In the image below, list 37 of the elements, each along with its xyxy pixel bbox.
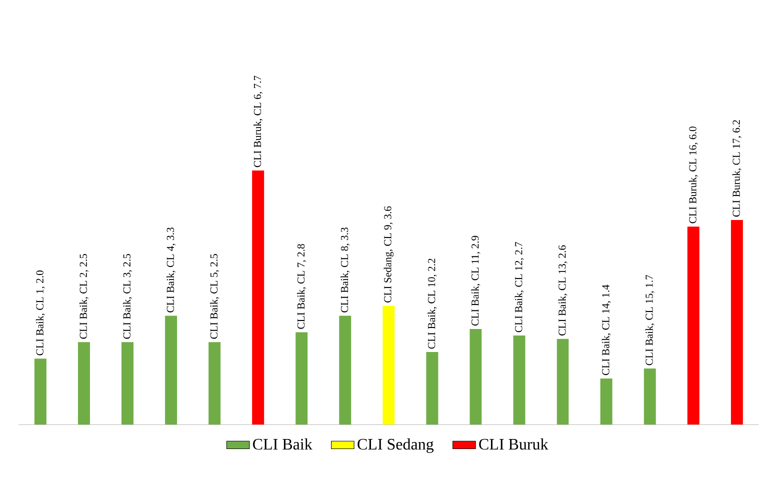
data-label: CLI Baik, CL 14, 1.4 xyxy=(602,284,611,376)
bar xyxy=(730,220,743,425)
bar xyxy=(644,368,656,425)
bar xyxy=(208,342,221,425)
data-label: CLI Baik, CL 12, 2.7 xyxy=(514,242,524,332)
data-label: CLI Buruk, CL 16, 6.0 xyxy=(688,126,698,224)
bar xyxy=(600,378,612,425)
data-label: CLI Baik, CL 15, 1.7 xyxy=(645,274,654,366)
data-label: CLI Baik, CL 2, 2.5 xyxy=(79,254,88,339)
data-label: CLI Buruk, CL 6, 7.7 xyxy=(254,76,263,168)
data-label: CLI Baik, CL 1, 2.0 xyxy=(36,270,45,356)
data-label: CLI Baik, CL 10, 2.2 xyxy=(428,258,437,349)
bar xyxy=(339,316,352,425)
bar xyxy=(426,352,438,425)
data-label: CLI Baik, CL 4, 3.3 xyxy=(166,228,176,312)
data-label: CLI Buruk, CL 17, 6.2 xyxy=(732,120,742,217)
legend-label: CLI Sedang xyxy=(358,438,434,453)
bar xyxy=(513,336,526,425)
bar xyxy=(687,226,700,425)
bar xyxy=(296,332,308,425)
bar xyxy=(165,316,178,425)
data-label: CLI Baik, CL 11, 2.9 xyxy=(471,236,480,326)
bar xyxy=(470,328,482,425)
data-label: CLI Baik, CL 8, 3.3 xyxy=(340,228,350,312)
data-label: CLI Baik, CL 3, 2.5 xyxy=(122,254,132,339)
legend-label: CLI Baik xyxy=(253,438,312,450)
bar xyxy=(556,338,569,425)
bar xyxy=(34,358,46,425)
bar xyxy=(121,342,134,425)
data-label: CLI Baik, CL 5, 2.5 xyxy=(210,254,220,339)
bar xyxy=(252,170,264,425)
legend-label: CLI Buruk xyxy=(479,438,548,450)
bar xyxy=(382,306,395,425)
bar xyxy=(78,342,90,425)
data-label: CLI Sedang, CL 9, 3.6 xyxy=(384,206,394,302)
data-label: CLI Baik, CL 13, 2.6 xyxy=(558,245,568,336)
data-label: CLI Baik, CL 7, 2.8 xyxy=(297,244,306,329)
